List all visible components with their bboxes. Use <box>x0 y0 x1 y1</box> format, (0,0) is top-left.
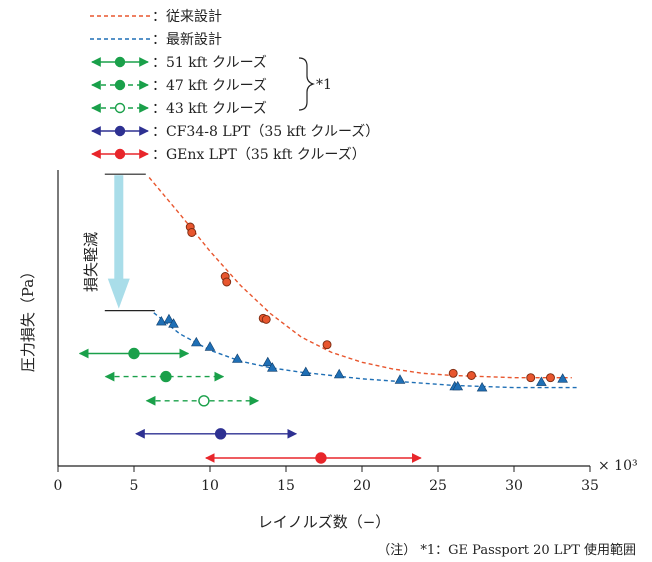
x-tick-label: 0 <box>54 478 63 494</box>
legend-marker <box>114 79 126 91</box>
fit-curves <box>148 177 580 389</box>
conventional-point <box>261 314 271 324</box>
legend-item-latest: ：最新設計 <box>90 32 222 48</box>
latest-point <box>204 341 216 351</box>
latest-point <box>262 356 274 367</box>
latest-point <box>476 381 488 392</box>
legend-item-cf34: ：CF34-8 LPT（35 kft クルーズ） <box>91 124 379 140</box>
range-marker <box>198 395 210 407</box>
range-marker <box>128 347 140 360</box>
conventional-point <box>448 368 458 378</box>
range-genx <box>204 452 422 464</box>
range-c43 <box>145 395 260 407</box>
latest-point <box>232 353 243 363</box>
range-c51 <box>78 347 190 360</box>
data-points <box>156 222 568 392</box>
x-tick-label: 10 <box>201 478 219 494</box>
legend-item-conventional: ：従来設計 <box>90 9 222 25</box>
x-multiplier: × 10³ <box>598 458 638 474</box>
legend-label: ：CF34-8 LPT（35 kft クルーズ） <box>152 124 379 140</box>
legend-item-c43: ：43 kft クルーズ <box>91 101 267 117</box>
x-tick-label: 35 <box>581 478 599 494</box>
legend-label: ：従来設計 <box>152 9 222 25</box>
legend-item-c47: ：47 kft クルーズ <box>91 78 267 94</box>
range-c47 <box>104 370 225 383</box>
footnote: （注） *1：GE Passport 20 LPT 使用範囲 <box>377 542 636 558</box>
legend-marker <box>114 56 126 68</box>
latest-point <box>163 313 175 324</box>
x-ticks: 0 5 10 15 20 25 30 35 <box>54 466 599 494</box>
latest-design-curve <box>153 312 580 389</box>
latest-point <box>168 318 179 328</box>
x-tick-label: 30 <box>505 478 523 494</box>
legend-marker <box>114 148 126 160</box>
conventional-point <box>546 373 555 383</box>
conventional-point <box>187 228 197 237</box>
conventional-point <box>526 373 536 383</box>
y-axis-label: 圧力損失（Pa） <box>19 264 37 372</box>
range-cf34 <box>135 428 298 440</box>
x-tick-label: 20 <box>353 478 371 494</box>
latest-point <box>394 374 406 384</box>
x-tick-label: 5 <box>130 478 139 494</box>
latest-point <box>191 336 202 347</box>
operating-ranges <box>78 347 422 464</box>
legend-item-genx: ：GEnx LPT（35 kft クルーズ） <box>91 147 366 163</box>
x-tick-label: 25 <box>429 478 447 494</box>
conventional-point <box>466 371 476 380</box>
conventional-point <box>322 340 332 350</box>
range-marker <box>315 452 327 464</box>
latest-point <box>333 368 345 379</box>
x-axis-label: レイノルズ数（−） <box>258 513 391 531</box>
brace-label: *1 <box>316 77 332 93</box>
legend-label: ：最新設計 <box>152 32 222 48</box>
latest-point <box>452 380 464 391</box>
legend: ：従来設計 ：最新設計 ：51 kft クルーズ ：47 kft クルーズ ：43 kf… <box>90 9 379 163</box>
legend-label: ：43 kft クルーズ <box>152 101 267 117</box>
loss-arrow-head <box>107 278 130 309</box>
legend-item-c51: ：51 kft クルーズ <box>91 55 267 71</box>
conventional-design-curve <box>148 177 572 379</box>
loss-reduction-label: 損失軽減 <box>82 232 100 292</box>
legend-marker <box>114 102 126 114</box>
legend-marker <box>114 125 126 137</box>
latest-point <box>267 362 278 372</box>
loss-reduction-arrow <box>104 173 155 312</box>
conventional-point <box>222 277 232 287</box>
legend-brace <box>298 57 315 111</box>
latest-point <box>156 315 167 326</box>
loss-arrow-shaft <box>114 175 124 280</box>
legend-label: ：GEnx LPT（35 kft クルーズ） <box>152 147 366 163</box>
range-marker <box>214 428 227 440</box>
latest-point <box>536 376 547 386</box>
legend-label: ：47 kft クルーズ <box>152 78 267 94</box>
x-tick-label: 15 <box>277 478 295 494</box>
latest-point <box>300 366 312 376</box>
range-marker <box>160 370 172 383</box>
legend-label: ：51 kft クルーズ <box>152 55 267 71</box>
latest-point <box>557 373 568 383</box>
